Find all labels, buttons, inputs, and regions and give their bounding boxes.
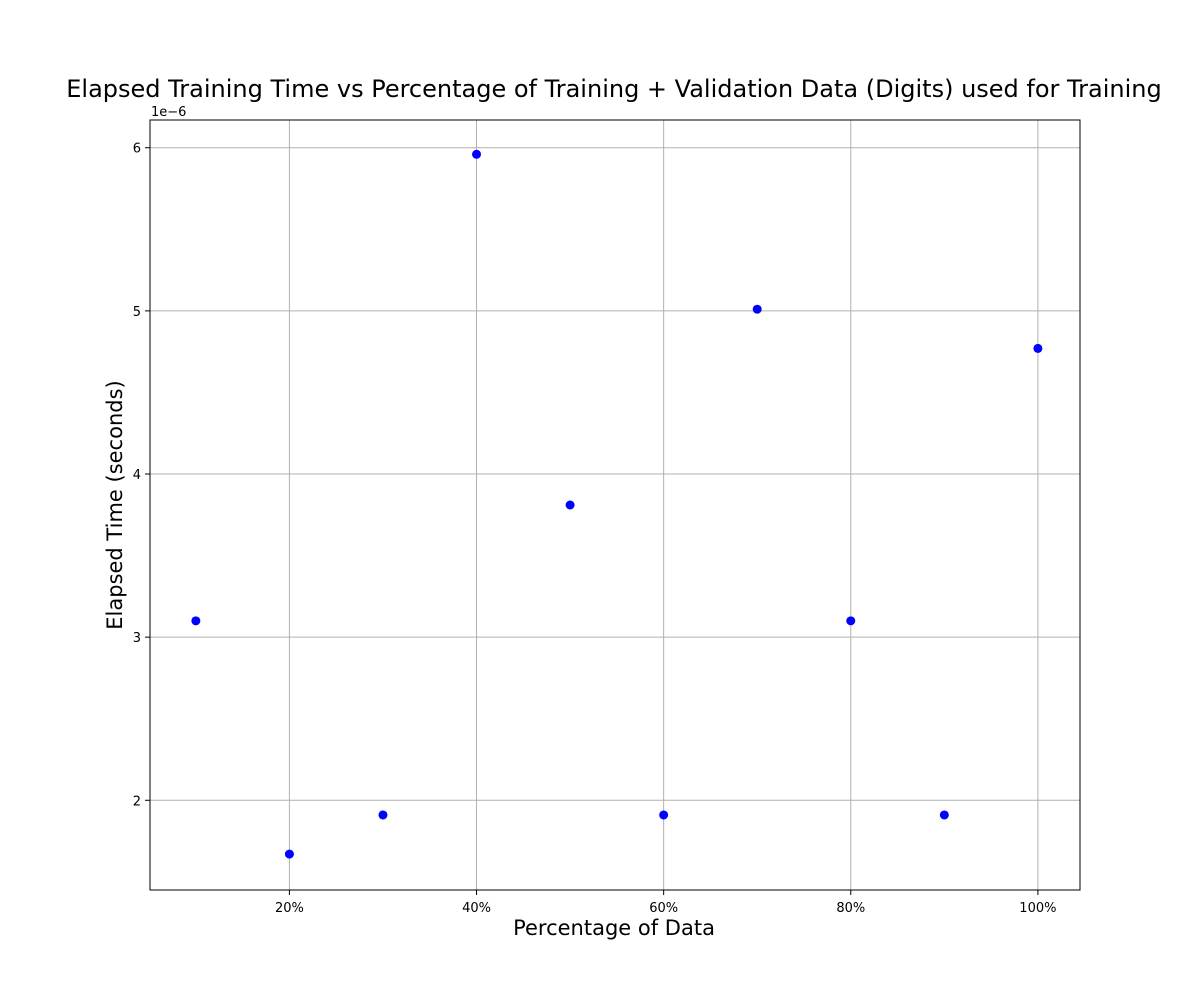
data-point [846,616,856,626]
y-tick-label: 3 [133,631,141,646]
y-tick-label: 6 [133,142,141,157]
data-point [939,810,949,820]
data-point [472,149,482,159]
data-point [659,810,669,820]
data-point [378,810,388,820]
axis-ticks: 20% 40% 60% 80% 100% 2 3 4 5 6 [133,142,1057,916]
chart-title: Elapsed Training Time vs Percentage of T… [66,75,1161,103]
data-point [752,304,762,314]
grid-lines [150,120,1080,890]
y-tick-label: 2 [133,794,141,809]
x-tick-label: 100% [1019,901,1056,916]
x-axis-title: Percentage of Data [513,916,715,940]
x-tick-label: 20% [275,901,304,916]
x-tick-label: 60% [649,901,678,916]
data-points [191,149,1043,859]
data-point [565,500,575,510]
plot-area-frame [149,119,1081,891]
data-point [284,849,294,859]
x-tick-label: 40% [462,901,491,916]
y-tick-label: 5 [133,305,141,320]
y-axis-offset-label: 1e−6 [151,105,186,120]
data-point [1033,343,1043,353]
data-point [191,616,201,626]
y-axis-title: Elapsed Time (seconds) [103,380,127,629]
x-tick-label: 80% [836,901,865,916]
y-tick-label: 4 [133,468,141,483]
